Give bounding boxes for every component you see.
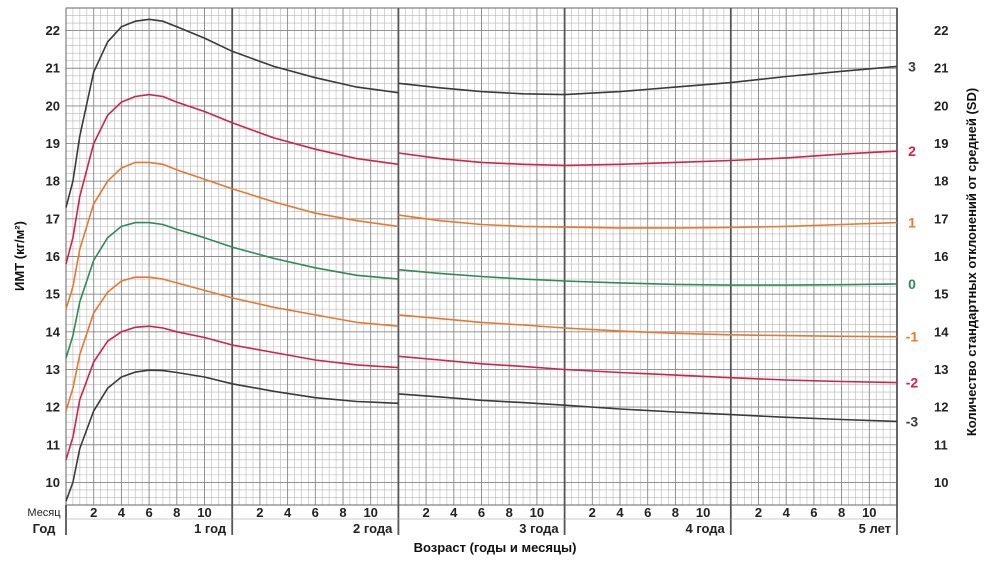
y-tick-label-left: 19: [46, 136, 60, 151]
series-line-sd--2: [398, 355, 898, 384]
series-line-sd--1: [65, 276, 399, 412]
month-tick-label: 6: [478, 505, 485, 520]
month-tick-label: 4: [118, 505, 126, 520]
month-tick-label: 4: [616, 505, 624, 520]
y-tick-label-left: 13: [46, 362, 60, 377]
y-tick-label-left: 17: [46, 211, 60, 226]
year-tick-label: 2 года: [353, 521, 393, 536]
series-line-sd-3: [65, 18, 399, 208]
series-line-sd--1: [398, 314, 898, 338]
y-tick-label-left: 20: [46, 98, 60, 113]
month-tick-label: 6: [810, 505, 817, 520]
y-tick-label-right: 11: [934, 437, 948, 452]
year-tick-label: 3 года: [519, 521, 559, 536]
y-tick-label-left: 14: [46, 324, 61, 339]
month-tick-label: 4: [450, 505, 458, 520]
y-tick-label-right: 22: [934, 23, 948, 38]
y-tick-label-left: 16: [46, 249, 60, 264]
y-tick-label-left: 15: [46, 287, 60, 302]
series-label-sd--2: -2: [906, 375, 919, 391]
month-tick-label: 10: [197, 505, 211, 520]
series-line-sd--2: [65, 325, 399, 461]
y-tick-label-left: 21: [46, 61, 60, 76]
series-line-sd--3: [65, 369, 399, 502]
y-tick-label-right: 21: [934, 61, 948, 76]
series-line-sd-1: [65, 161, 399, 310]
month-tick-label: 10: [530, 505, 544, 520]
y-tick-label-right: 15: [934, 287, 948, 302]
month-tick-label: 8: [506, 505, 513, 520]
y-tick-label-right: 13: [934, 362, 948, 377]
y-tick-label-right: 12: [934, 400, 948, 415]
series-label-sd--3: -3: [906, 413, 919, 429]
series-line-sd-2: [65, 93, 399, 265]
year-tick-label: 1 год: [194, 521, 227, 536]
month-tick-label: 2: [90, 505, 97, 520]
y-tick-label-right: 14: [934, 324, 949, 339]
y-tick-label-right: 20: [934, 98, 948, 113]
y-tick-label-right: 17: [934, 211, 948, 226]
series-line-sd-2: [398, 150, 898, 167]
y-tick-label-left: 11: [46, 437, 60, 452]
y-tick-label-right: 18: [934, 174, 948, 189]
y2-axis-title: Количество стандартных отклонений от сре…: [964, 88, 979, 436]
series-line-sd--3: [398, 393, 898, 423]
y-tick-label-left: 12: [46, 400, 60, 415]
year-tick-label: 4 года: [685, 521, 725, 536]
y-tick-label-right: 19: [934, 136, 948, 151]
series-line-sd-1: [398, 214, 898, 229]
series-label-sd-1: 1: [908, 215, 916, 231]
y-tick-label-right: 10: [934, 475, 948, 490]
month-tick-label: 6: [145, 505, 152, 520]
year-row-label: Год: [33, 521, 56, 536]
month-tick-label: 4: [783, 505, 791, 520]
y-tick-label-left: 22: [46, 23, 60, 38]
y-tick-label-left: 10: [46, 475, 60, 490]
series-line-sd-0: [65, 221, 399, 359]
y-axis-title: ИМТ (кг/м²): [12, 221, 27, 291]
month-tick-label: 10: [696, 505, 710, 520]
month-tick-label: 6: [644, 505, 651, 520]
y-tick-label-right: 16: [934, 249, 948, 264]
month-tick-label: 4: [284, 505, 292, 520]
month-tick-label: 6: [312, 505, 319, 520]
month-tick-label: 2: [422, 505, 429, 520]
month-tick-label: 2: [589, 505, 596, 520]
series-label-sd--1: -1: [906, 329, 919, 345]
month-tick-label: 2: [256, 505, 263, 520]
x-axis-title: Возраст (годы и месяцы): [414, 540, 577, 555]
series-line-sd-0: [398, 268, 898, 286]
series-label-sd-2: 2: [908, 143, 916, 159]
month-tick-label: 8: [672, 505, 679, 520]
month-tick-label: 10: [862, 505, 876, 520]
series-label-sd-3: 3: [908, 58, 916, 74]
series-line-sd-3: [398, 65, 898, 96]
grid-major: [65, 7, 898, 535]
month-tick-label: 8: [838, 505, 845, 520]
month-tick-label: 8: [173, 505, 180, 520]
month-tick-label: 8: [339, 505, 346, 520]
series-label-sd-0: 0: [908, 276, 916, 292]
y-tick-label-left: 18: [46, 174, 60, 189]
year-tick-label: 5 лет: [859, 521, 891, 536]
month-tick-label: 10: [363, 505, 377, 520]
series-layer: [65, 18, 898, 502]
month-row-label: Месяц: [27, 507, 61, 519]
month-tick-label: 2: [755, 505, 762, 520]
